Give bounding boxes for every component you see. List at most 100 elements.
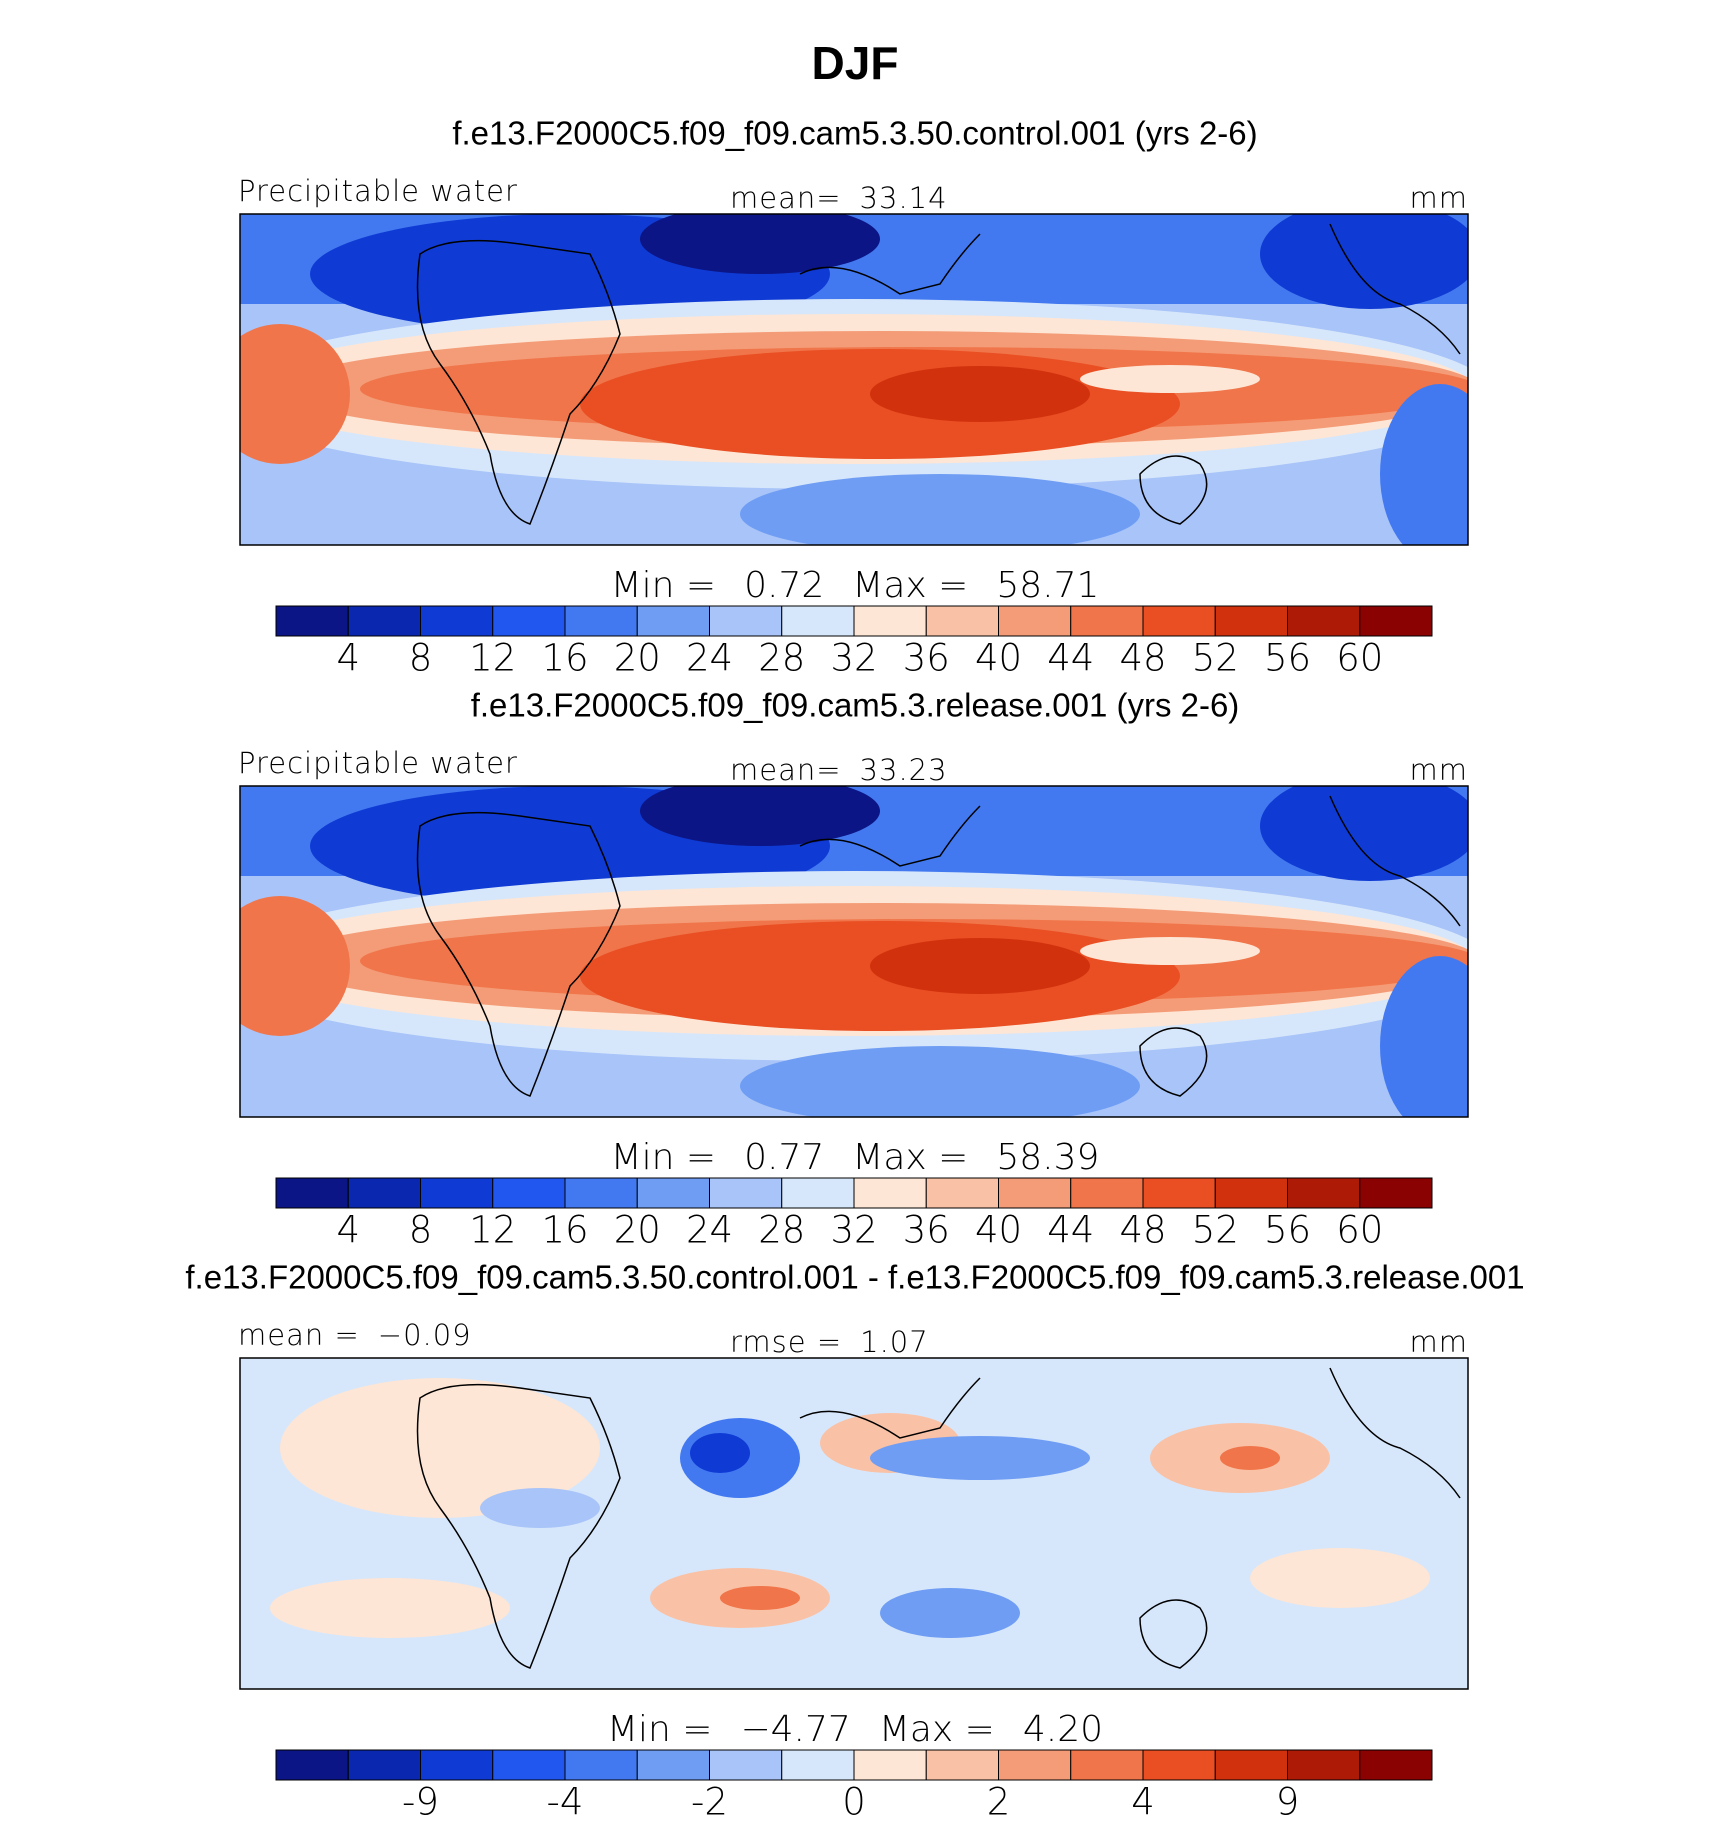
center-label-part: mean= bbox=[730, 753, 842, 787]
colorbar-box bbox=[925, 1749, 999, 1781]
colorbar-label: 24 bbox=[686, 1209, 733, 1252]
field-contour bbox=[480, 1488, 600, 1528]
field-contour bbox=[1220, 1446, 1280, 1470]
colorbar-box bbox=[347, 1749, 421, 1781]
field-contour bbox=[1380, 384, 1468, 545]
colorbar-label: 28 bbox=[758, 1209, 805, 1252]
field-contour bbox=[1260, 786, 1468, 881]
field-contour bbox=[240, 896, 350, 1036]
colorbar-box bbox=[781, 1177, 855, 1209]
center-label-part: rmse = bbox=[730, 1325, 842, 1359]
field-contour bbox=[240, 324, 350, 464]
left-label: Precipitable water bbox=[238, 746, 518, 780]
panel-title: f.e13.F2000C5.f09_f09.cam5.3.release.001… bbox=[471, 687, 1240, 724]
colorbar-box bbox=[492, 1749, 566, 1781]
field-contour bbox=[1260, 214, 1468, 309]
colorbar-box bbox=[1214, 1177, 1288, 1209]
colorbar-box bbox=[492, 1177, 566, 1209]
stats-part: −4.77 bbox=[740, 1709, 850, 1750]
colorbar-box bbox=[709, 605, 783, 637]
units-label: mm bbox=[1410, 1325, 1469, 1359]
colorbar-box bbox=[853, 1749, 927, 1781]
coastline bbox=[416, 223, 1461, 525]
colorbar-box bbox=[636, 1177, 710, 1209]
colorbar-label: 44 bbox=[1047, 1209, 1094, 1252]
field-contour bbox=[880, 1588, 1020, 1638]
colorbar-box bbox=[925, 1177, 999, 1209]
map-field bbox=[240, 214, 1468, 545]
colorbar-label: 56 bbox=[1264, 1209, 1311, 1252]
colorbar-box bbox=[1070, 1749, 1144, 1781]
stats-part: 58.39 bbox=[996, 1137, 1099, 1178]
colorbar-label: 4 bbox=[336, 637, 360, 680]
colorbar-box bbox=[781, 1749, 855, 1781]
stats-label: Min = −4.77 Max = 4.20 bbox=[607, 1709, 1103, 1750]
colorbar-box bbox=[275, 605, 349, 637]
field-contour bbox=[870, 366, 1090, 422]
map-frame bbox=[239, 1357, 1469, 1690]
stats-label: Min = 0.77 Max = 58.39 bbox=[611, 1137, 1100, 1178]
colorbar-box bbox=[925, 605, 999, 637]
stats-part: Max = bbox=[852, 565, 968, 606]
left-label-part: −0.09 bbox=[378, 1318, 472, 1352]
stats-label: Min = 0.72 Max = 58.71 bbox=[611, 565, 1100, 606]
center-label: mean= 33.23 bbox=[730, 753, 948, 787]
stats-part: 0.72 bbox=[744, 565, 824, 606]
colorbar-label: 32 bbox=[830, 637, 877, 680]
colorbar-label: 0 bbox=[842, 1781, 866, 1824]
colorbar-box bbox=[420, 605, 494, 637]
colorbar-box bbox=[564, 605, 638, 637]
colorbar-box bbox=[709, 1177, 783, 1209]
field-contour bbox=[1250, 1548, 1430, 1608]
field-contour bbox=[870, 938, 1090, 994]
colorbar-box bbox=[781, 605, 855, 637]
colorbar-label: 8 bbox=[409, 1209, 433, 1252]
stats-part: Min = bbox=[607, 1709, 713, 1750]
colorbar-label: 40 bbox=[975, 1209, 1022, 1252]
colorbar-box bbox=[564, 1749, 638, 1781]
figure-title: DJF bbox=[812, 37, 899, 89]
panel-title: f.e13.F2000C5.f09_f09.cam5.3.50.control.… bbox=[185, 1259, 1524, 1296]
field-contour bbox=[740, 474, 1140, 545]
colorbar-box bbox=[1214, 605, 1288, 637]
colorbar-label: 32 bbox=[830, 1209, 877, 1252]
colorbar-label: 52 bbox=[1192, 637, 1239, 680]
colorbar-label: 52 bbox=[1192, 1209, 1239, 1252]
colorbar-box bbox=[1070, 605, 1144, 637]
colorbar-label: 60 bbox=[1336, 1209, 1383, 1252]
stats-part: 58.71 bbox=[996, 565, 1099, 606]
colorbar-box bbox=[420, 1749, 494, 1781]
colorbar-label: 4 bbox=[336, 1209, 360, 1252]
coastline bbox=[416, 1367, 1461, 1669]
units-label: mm bbox=[1410, 181, 1469, 215]
field-contour bbox=[690, 1433, 750, 1473]
colorbar-box bbox=[1359, 1749, 1433, 1781]
field-contour bbox=[1080, 937, 1260, 965]
field-contour bbox=[1380, 956, 1468, 1117]
colorbar-label: 2 bbox=[987, 1781, 1011, 1824]
field-contour bbox=[740, 1046, 1140, 1117]
stats-part: Max = bbox=[879, 1709, 995, 1750]
center-label: mean= 33.14 bbox=[730, 181, 948, 215]
colorbar-label: 8 bbox=[409, 637, 433, 680]
colorbar-label: 20 bbox=[614, 637, 661, 680]
stats-part: 4.20 bbox=[1023, 1709, 1103, 1750]
map-frame bbox=[239, 785, 1469, 1118]
colorbar-box bbox=[1359, 605, 1433, 637]
colorbar-label: 12 bbox=[469, 1209, 516, 1252]
colorbar-label: 60 bbox=[1336, 637, 1383, 680]
colorbar-box bbox=[564, 1177, 638, 1209]
colorbar-box bbox=[1287, 605, 1361, 637]
units-label: mm bbox=[1410, 753, 1469, 787]
stats-part: 0.77 bbox=[744, 1137, 824, 1178]
stats-part: Min = bbox=[611, 1137, 717, 1178]
stats-part: Max = bbox=[852, 1137, 968, 1178]
field-contour bbox=[270, 1578, 510, 1638]
colorbar-label: 56 bbox=[1264, 637, 1311, 680]
colorbar-box bbox=[1142, 1749, 1216, 1781]
left-label-part: Precipitable water bbox=[238, 174, 518, 208]
colorbar-label: 16 bbox=[541, 637, 588, 680]
colorbar-label: 24 bbox=[686, 637, 733, 680]
field-contour bbox=[1080, 365, 1260, 393]
